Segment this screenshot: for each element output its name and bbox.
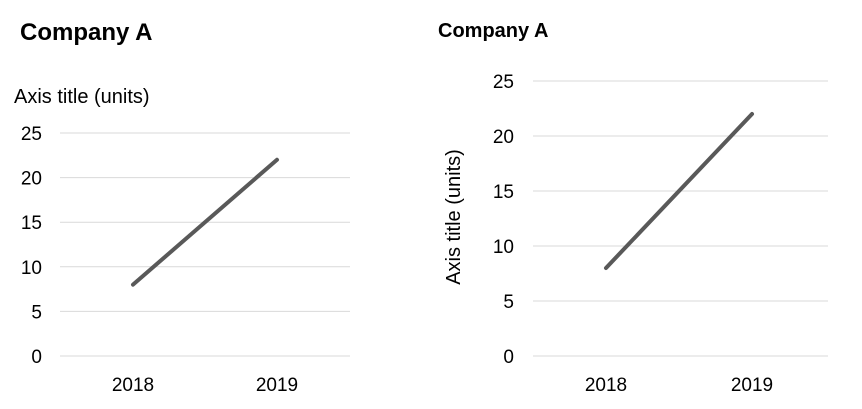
chart-2-y-ticks: 0 5 10 15 20 25 [493,72,514,368]
y-tick-label: 20 [21,169,42,190]
y-tick-label: 20 [493,127,514,148]
y-tick-label: 25 [21,124,42,145]
chart-1-y-ticks: 0 5 10 15 20 25 [21,124,42,368]
x-tick-label: 2018 [585,375,627,396]
y-tick-label: 0 [31,347,42,368]
y-tick-label: 15 [493,182,514,203]
x-tick-label: 2019 [256,375,298,396]
chart-2: Company A Axis title (units) 0510152025 … [438,20,828,396]
x-tick-label: 2019 [731,375,773,396]
y-tick-label: 25 [493,72,514,93]
chart-1-y-axis-label: Axis title (units) [14,86,150,108]
chart-2-series [604,112,754,270]
y-tick-label: 5 [31,302,42,323]
chart-1-gridlines [60,132,350,357]
chart-2-y-axis-label: Axis title (units) [443,149,465,285]
y-tick-label: 10 [493,237,514,258]
chart-1-x-ticks: 2018 2019 [112,375,298,396]
chart-2-gridlines [533,80,828,357]
x-tick-label: 2018 [112,375,154,396]
y-tick-label: 5 [503,292,514,313]
chart-2-x-ticks: 2018 2019 [585,375,773,396]
series-line [131,157,279,287]
chart-1-title: Company A [20,19,152,46]
y-tick-label: 10 [21,258,42,279]
chart-1-series [131,157,279,287]
chart-2-title: Company A [438,20,548,42]
y-tick-label: 0 [503,347,514,368]
y-tick-label: 15 [21,213,42,234]
series-line [604,112,754,270]
chart-1: Company A Axis title (units) 0510152025 … [14,19,350,396]
